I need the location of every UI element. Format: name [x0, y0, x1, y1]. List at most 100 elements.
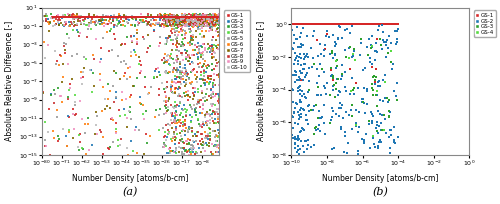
GS-2: [372, 82, 380, 86]
GS-2: [297, 101, 305, 104]
GS-7: [60, 48, 68, 51]
GS-8: [42, 19, 50, 22]
GS-7: [184, 59, 192, 63]
GS-10: [211, 16, 219, 19]
GS-8: [213, 74, 221, 77]
GS-2: [386, 135, 394, 139]
GS-4: [206, 81, 214, 84]
GS-9: [210, 83, 218, 87]
GS-4: [188, 131, 196, 134]
GS-5: [174, 22, 182, 25]
GS-6: [181, 20, 189, 24]
GS-9: [198, 108, 206, 111]
GS-2: [348, 24, 356, 28]
GS-5: [184, 131, 192, 134]
GS-2: [294, 54, 302, 58]
GS-6: [201, 60, 209, 63]
GS-9: [200, 107, 207, 110]
GS-2: [207, 15, 215, 18]
GS-1: [184, 98, 192, 101]
Point: [74, 15, 82, 19]
GS-3: [202, 67, 210, 70]
GS-2: [171, 78, 179, 81]
GS-1: [190, 94, 198, 97]
GS-9: [155, 44, 163, 48]
GS-8: [108, 18, 116, 22]
GS-6: [196, 99, 203, 102]
GS-2: [368, 62, 376, 65]
GS-2: [185, 24, 193, 27]
GS-3: [143, 142, 151, 145]
GS-8: [166, 24, 174, 27]
GS-2: [305, 104, 313, 107]
GS-1: [188, 24, 196, 27]
GS-5: [99, 13, 107, 17]
GS-4: [107, 27, 115, 31]
GS-10: [199, 120, 207, 123]
Point: [92, 15, 100, 19]
GS-1: [315, 22, 323, 26]
GS-1: [208, 120, 216, 123]
GS-1: [351, 22, 359, 26]
GS-7: [174, 13, 182, 17]
GS-9: [167, 17, 175, 20]
GS-6: [182, 91, 190, 94]
GS-4: [174, 23, 182, 27]
GS-10: [127, 50, 135, 53]
GS-10: [175, 145, 183, 148]
Point: [178, 15, 186, 19]
Point: [69, 15, 77, 19]
GS-10: [206, 15, 214, 18]
GS-8: [155, 93, 163, 96]
GS-1: [330, 22, 338, 26]
GS-5: [214, 16, 222, 19]
GS-2: [382, 96, 390, 100]
GS-9: [201, 24, 209, 27]
GS-9: [196, 15, 204, 19]
GS-2: [392, 42, 400, 46]
GS-7: [198, 13, 206, 17]
GS-3: [171, 105, 179, 108]
GS-9: [155, 13, 163, 17]
GS-6: [204, 15, 212, 18]
GS-10: [180, 22, 188, 25]
GS-6: [72, 14, 80, 17]
GS-8: [214, 101, 222, 105]
GS-2: [328, 106, 336, 110]
GS-2: [368, 120, 376, 123]
Point: [114, 15, 122, 19]
GS-8: [160, 57, 168, 60]
GS-6: [178, 19, 186, 22]
GS-2: [369, 114, 377, 117]
GS-7: [166, 20, 174, 23]
GS-7: [40, 91, 48, 95]
GS-1: [39, 91, 47, 94]
GS-1: [190, 68, 198, 71]
GS-1: [342, 22, 349, 26]
GS-7: [91, 132, 99, 135]
GS-1: [162, 100, 170, 103]
GS-3: [126, 15, 134, 18]
GS-2: [296, 52, 304, 55]
GS-8: [186, 139, 194, 142]
Point: [160, 15, 168, 19]
GS-10: [50, 16, 58, 19]
GS-1: [42, 19, 50, 22]
GS-6: [168, 19, 176, 22]
GS-8: [172, 111, 179, 114]
GS-7: [76, 15, 84, 19]
GS-4: [150, 75, 158, 78]
GS-1: [206, 27, 214, 30]
GS-2: [296, 93, 304, 96]
GS-4: [177, 111, 185, 115]
GS-2: [356, 53, 364, 57]
GS-7: [187, 38, 195, 41]
GS-7: [215, 61, 223, 64]
GS-2: [366, 38, 374, 41]
GS-3: [50, 88, 58, 91]
GS-8: [38, 24, 46, 27]
GS-3: [383, 96, 391, 100]
GS-2: [360, 139, 368, 142]
GS-7: [38, 24, 46, 27]
GS-1: [346, 22, 354, 26]
